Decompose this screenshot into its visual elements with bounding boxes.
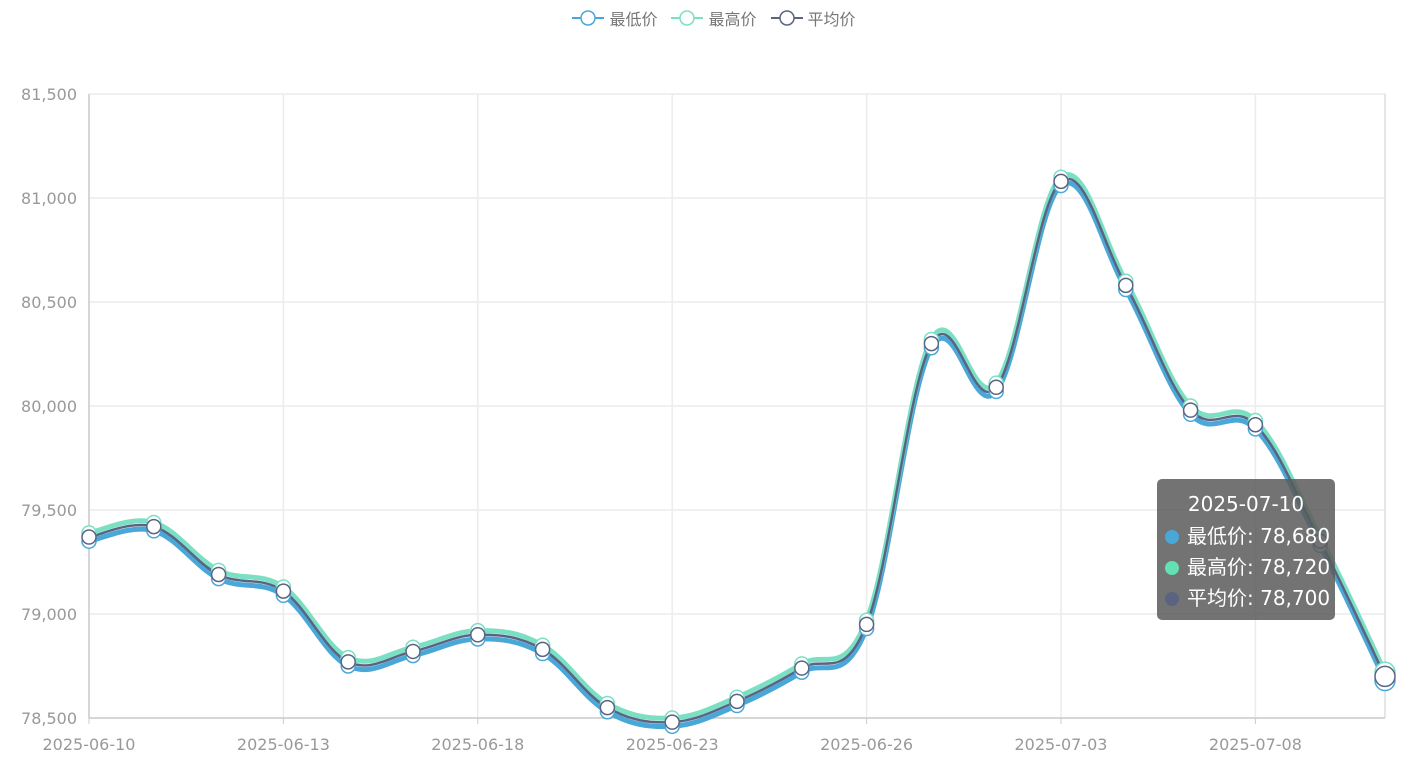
data-point[interactable]: [988, 379, 1004, 396]
x-tick-label: 2025-06-26: [820, 735, 913, 754]
data-point[interactable]: [599, 699, 616, 716]
tooltip-high-text: 最高价: 78,720: [1187, 555, 1331, 579]
y-tick-label: 81,000: [21, 189, 77, 208]
data-point[interactable]: [923, 335, 940, 352]
tooltip-avg-text: 平均价: 78,700: [1187, 586, 1331, 610]
data-point[interactable]: [81, 529, 97, 545]
legend-low-label: 最低价: [609, 10, 658, 29]
chart-legend: 最低价 最高价 平均价: [0, 6, 1428, 30]
series-points[interactable]: [81, 169, 1396, 735]
x-tick-label: 2025-06-23: [626, 735, 719, 754]
chart-tooltip: 2025-07-10 最低价: 78,680 最高价: 78,720 平均价: …: [1157, 479, 1335, 620]
data-point[interactable]: [1118, 277, 1134, 294]
tooltip-row-avg: 平均价: 78,700: [1165, 583, 1331, 614]
legend-avg-label: 平均价: [807, 10, 856, 29]
data-point[interactable]: [1053, 173, 1069, 190]
legend-item-high[interactable]: 最高价: [671, 6, 757, 30]
tooltip-row-low: 最低价: 78,680: [1165, 521, 1331, 552]
tooltip-avg-dot-icon: [1165, 591, 1179, 606]
tooltip-row-high: 最高价: 78,720: [1165, 552, 1331, 583]
data-point[interactable]: [275, 583, 292, 599]
y-tick-label: 80,000: [21, 397, 77, 416]
x-tick-label: 2025-06-18: [431, 735, 524, 754]
x-tick-label: 2025-07-08: [1209, 735, 1302, 754]
data-point[interactable]: [1182, 402, 1199, 418]
tooltip-high-dot-icon: [1165, 560, 1179, 575]
tooltip-low-dot-icon: [1165, 529, 1179, 544]
tooltip-low-text: 最低价: 78,680: [1187, 524, 1331, 548]
legend-high-marker-icon: [671, 10, 704, 26]
data-point[interactable]: [794, 660, 810, 676]
legend-item-avg[interactable]: 平均价: [770, 6, 856, 30]
series-line-high: [88, 172, 1388, 721]
y-tick-label: 81,500: [21, 85, 77, 104]
legend-item-low[interactable]: 最低价: [572, 6, 657, 30]
legend-avg-marker-icon: [770, 10, 803, 26]
y-tick-label: 80,500: [21, 293, 77, 312]
data-point[interactable]: [858, 616, 875, 633]
y-tick-label: 78,500: [21, 709, 77, 728]
data-point[interactable]: [146, 518, 162, 535]
x-tick-label: 2025-07-03: [1015, 735, 1108, 754]
data-point[interactable]: [664, 714, 680, 730]
x-tick-label: 2025-06-13: [237, 735, 330, 754]
data-point[interactable]: [1374, 665, 1396, 688]
x-tick-label: 2025-06-10: [43, 735, 136, 754]
legend-high-label: 最高价: [708, 10, 757, 29]
y-tick-label: 79,500: [21, 501, 77, 520]
tooltip-date: 2025-07-10: [1187, 492, 1305, 516]
data-point[interactable]: [470, 627, 486, 643]
y-tick-label: 79,000: [21, 605, 77, 624]
data-point[interactable]: [210, 566, 227, 583]
series-line-avg: [88, 177, 1387, 724]
data-point[interactable]: [340, 654, 356, 670]
data-point[interactable]: [1247, 416, 1264, 433]
data-point[interactable]: [534, 641, 551, 658]
data-point[interactable]: [405, 643, 421, 660]
legend-low-marker-icon: [572, 10, 605, 26]
axes: 78,500 79,000 79,500 80,000 80,500 81,000 81,5…: [21, 85, 1386, 754]
data-point[interactable]: [729, 693, 745, 710]
